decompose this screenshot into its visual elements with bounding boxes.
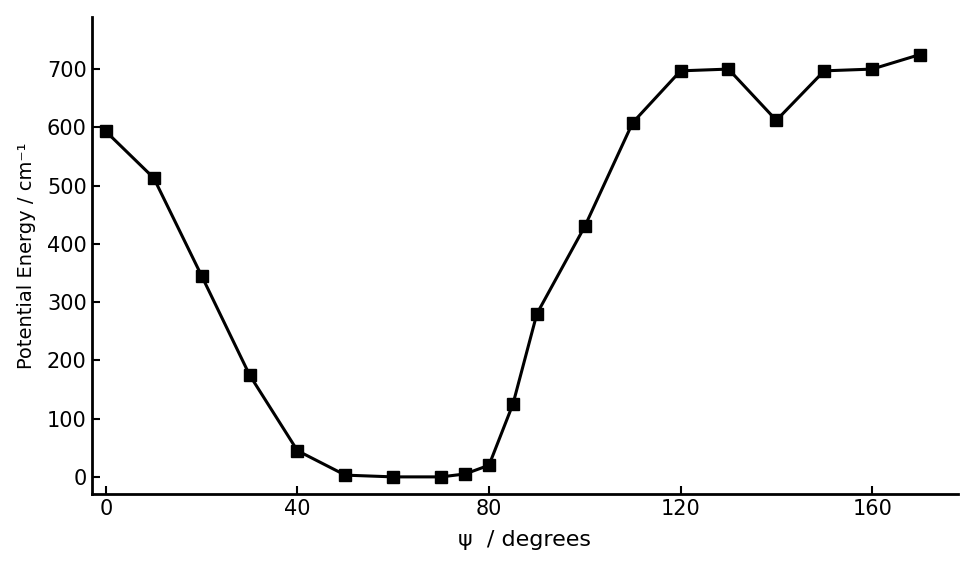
X-axis label: ψ  / degrees: ψ / degrees (458, 530, 592, 551)
Y-axis label: Potential Energy / cm⁻¹: Potential Energy / cm⁻¹ (17, 142, 36, 369)
